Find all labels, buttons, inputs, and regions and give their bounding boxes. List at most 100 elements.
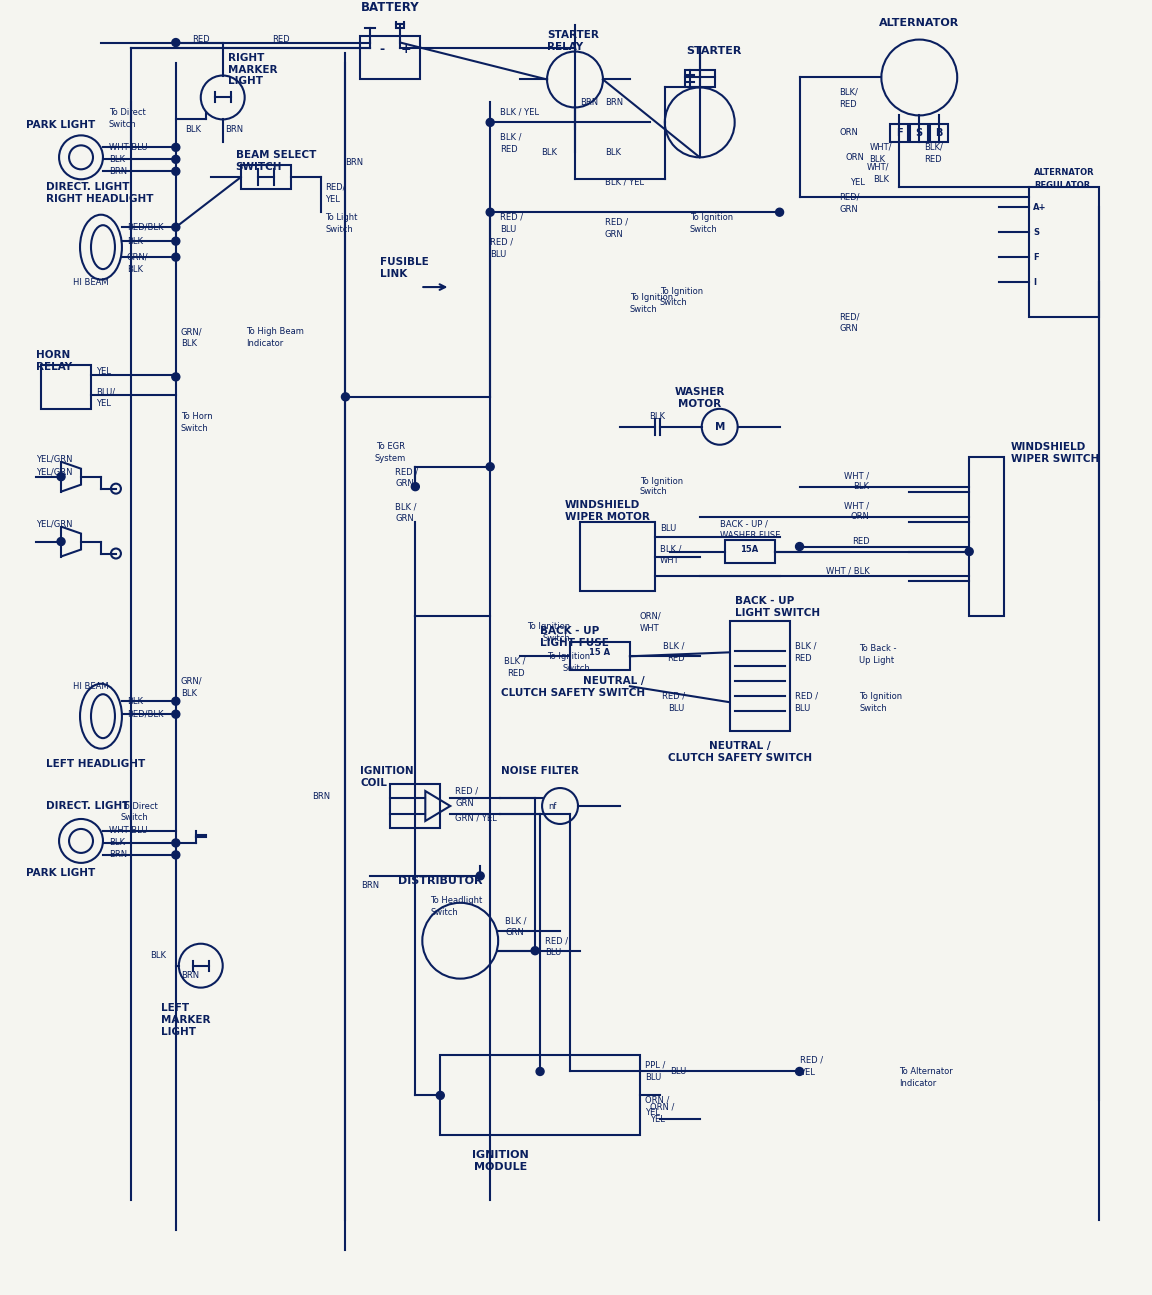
Bar — [579, 522, 654, 592]
Circle shape — [437, 1092, 445, 1099]
Circle shape — [172, 155, 180, 163]
Text: WIPER MOTOR: WIPER MOTOR — [564, 512, 650, 522]
Text: RIGHT: RIGHT — [228, 53, 264, 62]
Text: BRN: BRN — [225, 124, 243, 133]
Circle shape — [172, 223, 180, 232]
Text: RED: RED — [272, 35, 289, 44]
Text: BLK /: BLK / — [664, 642, 684, 651]
Text: Switch: Switch — [543, 633, 570, 642]
Bar — [361, 35, 420, 79]
Text: RED/BLK: RED/BLK — [127, 710, 164, 719]
Text: HORN: HORN — [36, 350, 70, 360]
Circle shape — [172, 144, 180, 152]
Text: Up Light: Up Light — [859, 655, 895, 664]
Text: IGNITION: IGNITION — [361, 767, 414, 776]
Text: BRN: BRN — [362, 882, 379, 891]
Text: MOTOR: MOTOR — [679, 399, 721, 409]
Text: BLU: BLU — [645, 1074, 661, 1081]
Text: GRN/: GRN/ — [181, 328, 203, 337]
Text: BATTERY: BATTERY — [361, 1, 419, 14]
Text: GRN / YEL: GRN / YEL — [455, 813, 497, 822]
Text: BLK: BLK — [649, 412, 665, 421]
Text: F: F — [1033, 253, 1039, 262]
Text: GRN/: GRN/ — [127, 253, 149, 262]
Text: YEL: YEL — [799, 1068, 814, 1077]
Text: BLK: BLK — [181, 689, 197, 698]
Text: RED /: RED / — [395, 467, 418, 477]
Text: RED /: RED / — [605, 218, 628, 227]
Text: RED: RED — [851, 537, 870, 546]
Text: To High Beam: To High Beam — [245, 328, 304, 337]
Text: STARTER: STARTER — [547, 30, 599, 40]
Bar — [391, 783, 440, 828]
Text: To Light: To Light — [326, 212, 358, 221]
Text: Indicator: Indicator — [245, 339, 283, 348]
Bar — [241, 166, 290, 189]
Text: WHT/: WHT/ — [870, 142, 892, 152]
Text: LINK: LINK — [380, 269, 408, 280]
Text: BACK - UP /: BACK - UP / — [720, 519, 767, 528]
Text: IGNITION: IGNITION — [472, 1150, 529, 1160]
Text: STARTER: STARTER — [685, 45, 741, 56]
Bar — [440, 1055, 639, 1136]
Text: BRN: BRN — [181, 971, 199, 980]
Bar — [910, 124, 929, 142]
Text: RED: RED — [667, 654, 684, 663]
Text: BRN: BRN — [109, 851, 127, 860]
Text: WIPER SWITCH: WIPER SWITCH — [1011, 453, 1099, 464]
Text: WHT /
BLK: WHT / BLK — [844, 471, 870, 491]
Text: BLK / YEL: BLK / YEL — [500, 107, 539, 117]
Text: BLK: BLK — [605, 148, 621, 157]
Text: GRN: GRN — [840, 205, 858, 214]
Text: To Ignition: To Ignition — [859, 692, 902, 701]
Text: NEUTRAL /: NEUTRAL / — [583, 676, 645, 686]
Circle shape — [531, 947, 539, 954]
Text: I: I — [1033, 277, 1036, 286]
Text: WHT / BLK: WHT / BLK — [826, 567, 870, 576]
Circle shape — [172, 167, 180, 175]
Text: S: S — [916, 128, 923, 139]
Circle shape — [172, 697, 180, 706]
Text: RED/: RED/ — [840, 312, 859, 321]
Text: BACK - UP: BACK - UP — [735, 597, 794, 606]
Text: BLU: BLU — [490, 250, 507, 259]
Text: LIGHT FUSE: LIGHT FUSE — [540, 638, 609, 649]
Text: BRN: BRN — [346, 158, 364, 167]
Text: YEL: YEL — [645, 1109, 660, 1116]
Text: To Headlight: To Headlight — [431, 896, 483, 905]
Text: WHT /
ORN: WHT / ORN — [844, 502, 870, 522]
Circle shape — [172, 851, 180, 859]
Text: LIGHT: LIGHT — [228, 76, 263, 87]
Text: GRN: GRN — [455, 799, 473, 808]
Text: WHT: WHT — [639, 624, 659, 633]
Text: CLUTCH SAFETY SWITCH: CLUTCH SAFETY SWITCH — [501, 688, 645, 698]
Text: A+: A+ — [1033, 203, 1046, 211]
Text: RED/: RED/ — [326, 183, 346, 192]
Text: LIGHT: LIGHT — [161, 1027, 196, 1036]
Circle shape — [775, 208, 783, 216]
Circle shape — [172, 839, 180, 847]
Circle shape — [58, 473, 65, 480]
Text: +: + — [401, 43, 411, 56]
Text: To Ignition
Switch: To Ignition Switch — [639, 477, 683, 496]
Text: BLU: BLU — [660, 524, 676, 534]
Text: BLK: BLK — [109, 838, 124, 847]
Text: BLK: BLK — [127, 237, 143, 246]
Bar — [931, 124, 948, 142]
Text: HI BEAM: HI BEAM — [74, 681, 108, 690]
Bar — [570, 642, 630, 671]
Text: RED: RED — [508, 668, 525, 677]
Text: To Ignition: To Ignition — [526, 622, 570, 631]
Text: RIGHT HEADLIGHT: RIGHT HEADLIGHT — [46, 194, 153, 205]
Circle shape — [486, 462, 494, 470]
Circle shape — [58, 537, 65, 545]
Text: WHT BLU: WHT BLU — [109, 142, 147, 152]
Text: RED: RED — [795, 654, 812, 663]
Text: WASHER FUSE: WASHER FUSE — [720, 531, 780, 540]
Text: RED /: RED / — [661, 692, 684, 701]
Text: Switch: Switch — [431, 908, 458, 917]
Text: Switch: Switch — [562, 664, 590, 673]
Text: GRN: GRN — [395, 514, 414, 523]
Text: ALTERNATOR: ALTERNATOR — [879, 18, 960, 27]
Text: GRN: GRN — [605, 229, 623, 238]
